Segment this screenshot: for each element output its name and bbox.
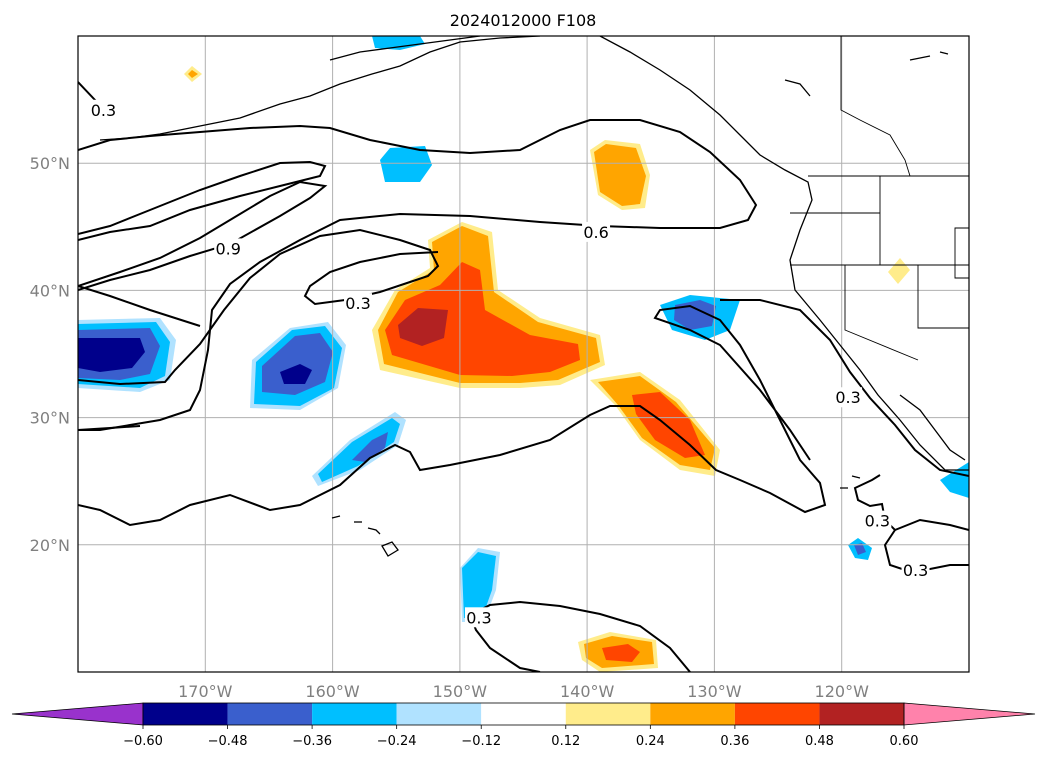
colorbar-tick-label: −0.36 [292,734,332,749]
contour-label: 0.9 [215,239,240,258]
lon-label: 170°W [178,682,233,701]
map-frame [77,35,970,673]
colorbar-tick-label: −0.12 [461,734,501,749]
lat-label: 20°N [30,536,70,555]
negative-anomaly-west-core-3 [78,338,145,372]
contour-0.3-se-loop [853,474,969,532]
baja-coast [899,394,966,461]
shaded-field [78,36,969,672]
colorbar-segment [481,703,566,725]
colorbar-tick-label: 0.24 [636,734,665,749]
negative-anomaly-118w-20n-core [854,543,866,555]
colorbar-segment [143,703,228,725]
colorbar-extend-high [903,702,1036,726]
colorbar-tick-label: −0.48 [208,734,248,749]
positive-anomaly-nw-spot-core [188,70,198,78]
contour-label: 0.3 [865,512,890,531]
negative-anomaly-150w-15n-core [462,552,496,618]
lat-label: 40°N [30,281,70,300]
contour-label: 0.6 [583,223,608,242]
north-coast-islands [784,51,949,97]
contour-0.6-west-lower [78,425,141,431]
colorbar-extend-low [11,702,144,726]
negative-anomaly-155w-28n-core [318,418,400,482]
contour-lines [78,81,969,672]
colorbar-segment [227,703,313,725]
colorbar-tick-label: 0.12 [551,734,580,749]
colorbar-frame [142,702,905,726]
colorbar-segment [312,703,397,725]
contour-0.3-south [78,304,827,527]
contour-0.9 [78,160,327,241]
colorbar-segment [565,703,651,725]
lat-label: 50°N [30,154,70,173]
negative-anomaly-155w-50n [380,146,432,182]
colorbar-tick-label: −0.60 [123,734,163,749]
colorbar-tick-label: 0.48 [805,734,834,749]
positive-anomaly-137w-11n-peak [602,644,640,662]
lon-label: 120°W [815,682,870,701]
contour-label-background [464,607,493,628]
lon-label: 160°W [305,682,360,701]
state-borders [790,36,969,361]
lon-label: 130°W [687,682,742,701]
lon-label: 140°W [560,682,615,701]
contour-0.6-north [78,119,758,431]
map-title: 2024012000 F108 [450,11,597,30]
contour-0.3-east [720,299,969,477]
latitude-labels: 50°N 40°N 30°N 20°N [30,154,70,555]
contour-0.3-west-middle [78,285,201,327]
islands [331,475,861,557]
contour-label-background [582,221,611,242]
hawaii-3 [367,527,381,535]
negative-anomaly-163w-core-3 [280,364,312,384]
positive-anomaly-nevada-spot [888,258,910,284]
colorbar-segment [819,703,904,725]
contour-label-background [901,560,930,581]
colorbar-segment [734,703,820,725]
contour-label-background [834,387,863,408]
lat-label: 30°N [30,409,70,428]
longitude-labels: 170°W 160°W 150°W 140°W 130°W 120°W [178,682,869,701]
contour-label-background [89,99,118,120]
negative-anomaly-east-edge [940,462,969,498]
contour-labels: 0.3 0.9 0.3 0.6 0.3 0.3 0.3 0.3 [89,99,930,628]
map-panel: 0.3 0.9 0.3 0.6 0.3 0.3 0.3 0.3 [77,35,970,673]
negative-anomaly-163w-core-2 [262,333,333,395]
positive-anomaly-main-peak [398,308,448,346]
hawaii-1 [331,515,341,519]
coastlines [99,36,969,471]
lon-label: 150°W [433,682,488,701]
contour-label: 0.3 [466,608,491,627]
alaska-inner-coast [329,36,481,61]
colorbar-tick-label: 0.36 [720,734,749,749]
hawaii-4 [381,541,399,557]
colorbar-segment [650,703,735,725]
contour-label: 0.3 [903,561,928,580]
contour-0.9-inner [78,180,328,291]
colorbar-tick-label: 0.60 [890,734,919,749]
contour-label: 0.3 [835,388,860,407]
positive-anomaly-137w-49n-core [594,144,646,206]
colorbar-segment [396,703,482,725]
contour-label: 0.3 [345,294,370,313]
alaska-coast [99,36,541,141]
channel-islands [840,475,861,489]
contour-label-background [344,293,373,314]
negative-anomaly-north-edge [372,36,425,50]
gulf-alaska-coast [599,36,969,471]
contour-label: 0.3 [91,101,116,120]
inland-borders [790,176,969,361]
contour-label-background [863,510,892,531]
canada-border-north [840,36,911,177]
contour-0.3-loop [78,228,440,386]
contour-label-background [214,238,243,259]
negative-anomaly-155w-28n-inner [352,432,388,462]
colorbar-tick-label: −0.24 [377,734,417,749]
colorbar: −0.60 −0.48 −0.36 −0.24 −0.12 0.12 0.24 0.36 0.4… [11,702,1036,749]
